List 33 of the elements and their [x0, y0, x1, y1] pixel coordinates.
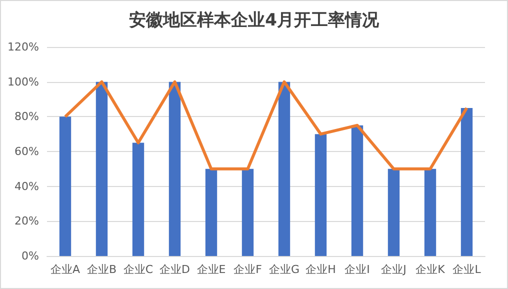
- y-tick-label: 0%: [22, 250, 39, 262]
- x-tick-label: 企业B: [86, 263, 117, 276]
- bar: [460, 108, 473, 256]
- x-tick-label: 企业L: [452, 263, 482, 276]
- x-tick-label: 企业A: [50, 263, 80, 276]
- bar: [96, 82, 108, 256]
- y-tick-label: 40%: [14, 180, 39, 193]
- x-tick-label: 企业E: [196, 263, 226, 276]
- x-tick-label: 企业D: [160, 263, 190, 276]
- bar: [278, 82, 290, 256]
- y-tick-label: 20%: [14, 214, 39, 228]
- bar: [388, 168, 400, 256]
- bar: [424, 168, 436, 256]
- bar: [242, 168, 254, 256]
- x-tick-label: 企业G: [268, 263, 300, 276]
- x-tick-label: 企业J: [381, 263, 406, 276]
- line-series: [64, 80, 468, 170]
- x-tick-label: 企业C: [123, 263, 154, 276]
- y-tick-label: 60%: [14, 145, 39, 158]
- y-tick-label: 120%: [8, 40, 39, 54]
- bar: [132, 142, 144, 256]
- bar: [314, 134, 327, 256]
- x-tick-label: 企业I: [344, 263, 370, 276]
- x-tick-label: 企业F: [234, 263, 262, 276]
- bar: [351, 125, 364, 256]
- bar: [168, 82, 181, 256]
- y-tick-label: 100%: [8, 75, 39, 88]
- x-tick-label: 企业K: [416, 263, 446, 276]
- bar: [205, 168, 218, 256]
- chart-title: 安徽地区样本企业4月开工率情况: [129, 10, 380, 30]
- x-tick-label: 企业H: [306, 263, 336, 276]
- bar: [59, 116, 72, 256]
- y-tick-label: 80%: [14, 110, 39, 124]
